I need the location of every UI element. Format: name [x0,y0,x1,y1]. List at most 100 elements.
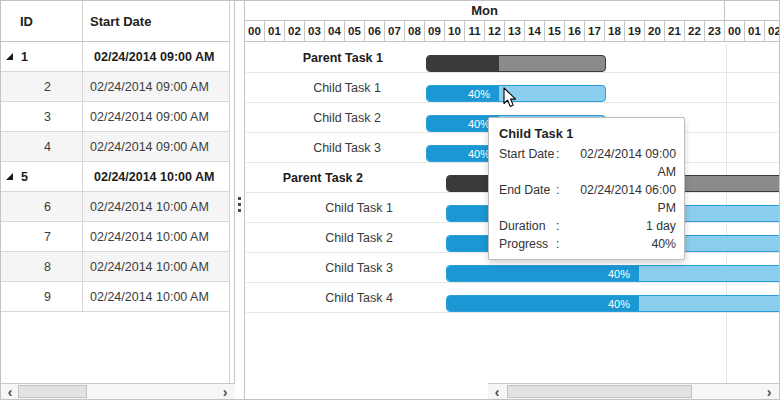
splitter[interactable] [236,1,244,399]
timeline-hour-cell: 10 [445,21,465,41]
column-header-id-label: ID [20,14,33,29]
cell-start-date: 02/24/2014 10:00 AM [83,222,229,251]
timeline-hour-cell: 18 [605,21,625,41]
timeline-day-row: Mon [245,1,779,21]
h-scrollbar-chart[interactable]: ‹ › [488,383,779,399]
splitter-handle-icon [238,197,241,212]
cell-start-date: 02/24/2014 09:00 AM [83,42,229,71]
scroll-thumb[interactable] [18,385,87,398]
tooltip-row: Duration : 1 day [499,217,676,235]
grid-pane: ID Start Date 1 02/24/2014 09:00 AM 2 02… [1,1,235,399]
row-id: 1 [21,50,28,64]
collapse-icon[interactable] [6,53,13,60]
timeline-hour-cell: 14 [525,21,545,41]
timeline-hour-cell: 06 [365,21,385,41]
tooltip: Child Task 1 Start Date : 02/24/2014 09:… [488,117,685,260]
task-label: Child Task 1 [246,73,381,103]
tooltip-value: 02/24/2014 09:00 AM [566,145,676,181]
timeline-hour-row: 00 01 02 03 04 05 06 07 08 09 10 11 12 1… [245,21,779,42]
collapse-icon[interactable] [6,173,13,180]
timeline-hour-cell: 11 [465,21,485,41]
timeline-hour-cell: 01 [745,21,765,41]
row-id-cell: 6 [1,192,83,221]
row-id: 5 [21,170,28,184]
tree-grid: ID Start Date 1 02/24/2014 09:00 AM 2 02… [1,1,230,383]
timeline-hour-cell: 17 [585,21,605,41]
cell-start-date: 02/24/2014 10:00 AM [83,252,229,281]
task-label: Child Task 2 [246,223,393,253]
timeline-hour-cell: 01 [265,21,285,41]
task-label: Child Task 3 [246,133,381,163]
column-header-id[interactable]: ID [1,1,83,41]
tooltip-title: Child Task 1 [499,125,676,142]
timeline-hour-cell: 19 [625,21,645,41]
cell-start-date: 02/24/2014 09:00 AM [83,102,229,131]
row-id-cell: 9 [1,282,83,311]
column-header-start-date-label: Start Date [90,14,151,29]
task-progress: 40% [447,266,639,281]
task-label: Parent Task 1 [246,43,383,73]
tooltip-row: Start Date : 02/24/2014 09:00 AM [499,145,676,181]
task-label: Child Task 3 [246,253,393,283]
tooltip-value: 1 day [566,217,676,235]
task-label: Child Task 1 [246,193,393,223]
timeline-hour-cell: 09 [425,21,445,41]
timeline-hour-cell: 05 [345,21,365,41]
tooltip-value: 02/24/2014 06:00 PM [566,181,676,217]
task-progress: 40% [427,86,499,101]
task-progress [427,56,499,71]
cell-start-date: 02/24/2014 09:00 AM [83,72,229,101]
timeline-hour-cell: 03 [305,21,325,41]
h-scrollbar-grid[interactable]: ‹ › [1,383,235,399]
row-id-cell: 7 [1,222,83,251]
timeline-hour-cell: 15 [545,21,565,41]
timeline-hour-cell: 04 [325,21,345,41]
timeline-hour-cell: 08 [405,21,425,41]
table-row[interactable]: 2 02/24/2014 09:00 AM [1,72,229,102]
task-label: Child Task 2 [246,103,381,133]
row-id-cell: 4 [1,132,83,161]
table-row[interactable]: 8 02/24/2014 10:00 AM [1,252,229,282]
task-progress-label: 40% [608,268,630,280]
table-row[interactable]: 6 02/24/2014 10:00 AM [1,192,229,222]
timeline-day-header [725,1,779,20]
timeline-hour-cell: 12 [485,21,505,41]
row-id-cell: 3 [1,102,83,131]
task-label: Child Task 4 [246,283,393,313]
table-row[interactable]: 3 02/24/2014 09:00 AM [1,102,229,132]
row-id-cell: 1 [1,42,83,71]
cell-start-date: 02/24/2014 10:00 AM [83,162,229,191]
table-row[interactable]: 9 02/24/2014 10:00 AM [1,282,229,312]
task-label: Parent Task 2 [246,163,363,193]
task-bar[interactable]: 40% [446,265,779,282]
scroll-thumb[interactable] [507,385,692,398]
table-row[interactable]: 1 02/24/2014 09:00 AM [1,42,229,72]
tooltip-row: End Date : 02/24/2014 06:00 PM [499,181,676,217]
tooltip-row: Progress : 40% [499,235,676,253]
row-id-cell: 2 [1,72,83,101]
scroll-left-button[interactable]: ‹ [489,384,505,399]
table-row[interactable]: 7 02/24/2014 10:00 AM [1,222,229,252]
table-row[interactable]: 4 02/24/2014 09:00 AM [1,132,229,162]
table-row[interactable]: 5 02/24/2014 10:00 AM [1,162,229,192]
column-header-start-date[interactable]: Start Date [83,1,229,41]
task-bar-parent-1[interactable] [426,55,606,72]
timeline-hour-cell: 02 [285,21,305,41]
task-progress-label: 40% [468,148,490,160]
task-progress-label: 40% [468,88,490,100]
cell-start-date: 02/24/2014 10:00 AM [83,192,229,221]
timeline-day-header: Mon [245,1,725,20]
tooltip-value: 40% [566,235,676,253]
tooltip-label: End Date [499,181,556,217]
scroll-right-button[interactable]: › [761,384,777,399]
scroll-left-button[interactable]: ‹ [2,384,18,399]
timeline-hour-cell: 00 [725,21,745,41]
scroll-right-button[interactable]: › [217,384,233,399]
tooltip-label: Start Date [499,145,556,181]
task-progress-label: 40% [608,298,630,310]
timeline-hour-cell: 21 [665,21,685,41]
timeline-hour-cell: 22 [685,21,705,41]
task-bar[interactable]: 40% [446,295,779,312]
tooltip-label: Duration [499,217,556,235]
row-id-cell: 8 [1,252,83,281]
